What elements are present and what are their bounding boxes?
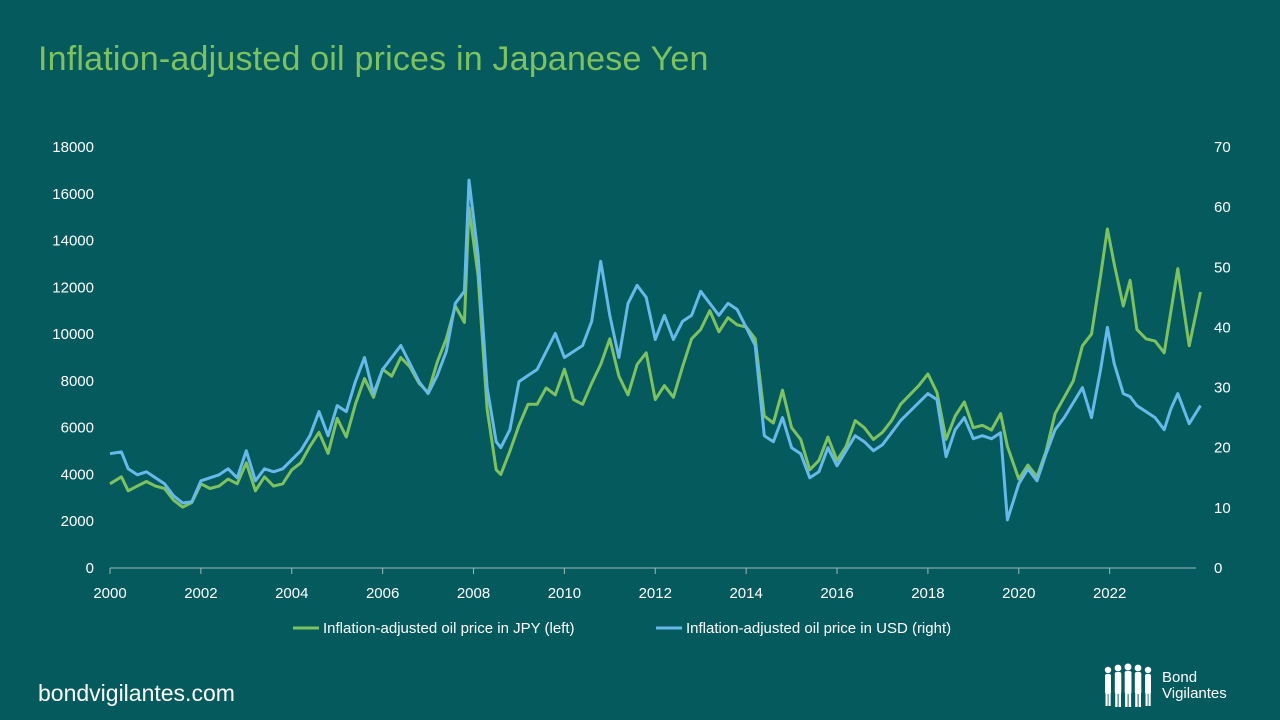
x-tick-label: 2010 bbox=[548, 585, 581, 602]
x-tick-label: 2016 bbox=[820, 585, 853, 602]
logo-text-line1: Bond bbox=[1162, 669, 1198, 686]
legend-item-usd-label: Inflation-adjusted oil price in USD (rig… bbox=[686, 620, 951, 637]
y-left-tick-label: 4000 bbox=[61, 466, 94, 483]
footer-site-url: bondvigilantes.com bbox=[38, 680, 235, 706]
y-left-tick-label: 12000 bbox=[52, 279, 94, 296]
logo-text-line2: Vigilantes bbox=[1162, 685, 1227, 702]
y-left-tick-label: 16000 bbox=[52, 186, 94, 203]
x-tick-label: 2018 bbox=[911, 585, 944, 602]
x-tick-label: 2014 bbox=[729, 585, 762, 602]
bond-vigilantes-logo-icon bbox=[1104, 663, 1152, 707]
line-chart: 2000 2002 2004 2006 2008 2010 2012 2014 2016 2018… bbox=[52, 139, 1231, 637]
x-tick-label: 2022 bbox=[1093, 585, 1126, 602]
y-left-tick-label: 2000 bbox=[61, 513, 94, 530]
x-tick-label: 2000 bbox=[93, 585, 126, 602]
y-right-tick-label: 70 bbox=[1214, 139, 1231, 156]
y-right-tick-label: 60 bbox=[1214, 199, 1231, 216]
y-left-tick-label: 0 bbox=[86, 560, 94, 577]
y-left-tick-label: 10000 bbox=[52, 326, 94, 343]
chart-title: Inflation-adjusted oil prices in Japanes… bbox=[38, 40, 709, 78]
y-right-tick-label: 40 bbox=[1214, 319, 1231, 336]
legend-item-jpy-label: Inflation-adjusted oil price in JPY (lef… bbox=[323, 620, 575, 637]
y-right-tick-label: 10 bbox=[1214, 500, 1231, 517]
y-right-tick-label: 0 bbox=[1214, 560, 1222, 577]
series-line-jpy bbox=[109, 206, 1202, 509]
y-left-tick-label: 14000 bbox=[52, 233, 94, 250]
x-tick-label: 2002 bbox=[184, 585, 217, 602]
y-left-tick-label: 6000 bbox=[61, 420, 94, 437]
x-tick-label: 2004 bbox=[275, 585, 308, 602]
y-left-tick-label: 18000 bbox=[52, 139, 94, 156]
logo-text: Bond Vigilantes bbox=[1162, 670, 1227, 702]
x-tick-label: 2012 bbox=[639, 585, 672, 602]
y-left-tick-label: 8000 bbox=[61, 373, 94, 390]
x-tick-label: 2020 bbox=[1002, 585, 1035, 602]
y-right-tick-label: 20 bbox=[1214, 440, 1231, 457]
x-tick-label: 2008 bbox=[457, 585, 490, 602]
y-right-tick-label: 50 bbox=[1214, 259, 1231, 276]
series-line-usd bbox=[109, 178, 1202, 522]
x-tick-label: 2006 bbox=[366, 585, 399, 602]
y-right-tick-label: 30 bbox=[1214, 380, 1231, 397]
